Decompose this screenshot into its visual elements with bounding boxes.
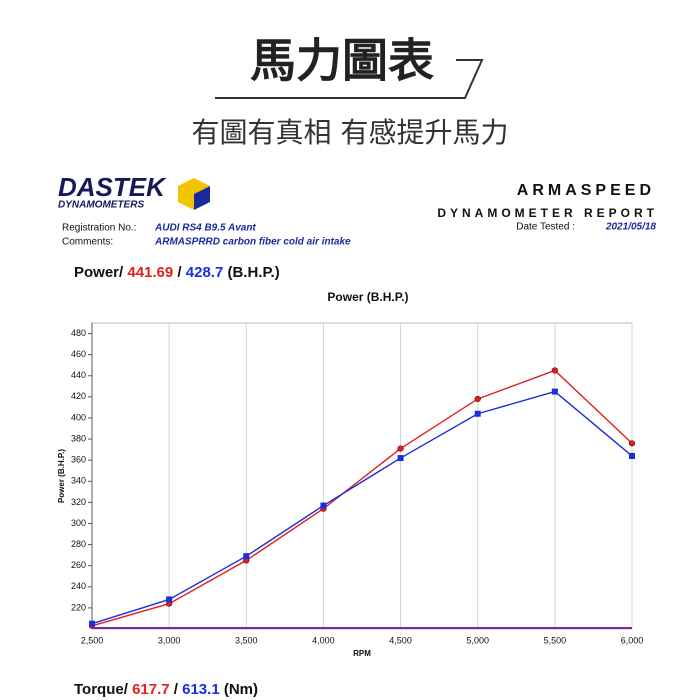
y-tick-label: 320 [71,497,86,507]
point [397,455,404,462]
point [474,410,481,417]
series-line [91,369,633,627]
y-tick-label: 260 [71,560,86,570]
date: 2021/05/18 [605,222,656,233]
torque-summary: Torque/ 617.7 / 613.1 (Nm) [74,681,258,698]
point [628,440,636,447]
chart-title: Power (B.H.P.) [327,290,408,304]
y-tick-label: 240 [71,581,86,591]
x-tick-label: 5,000 [466,635,489,645]
y-tick-label: 460 [71,349,86,359]
x-tick-label: 3,500 [235,635,258,645]
point [243,553,250,560]
y-axis-label: Power (B.H.P.) [57,449,66,503]
x-tick-label: 4,000 [312,635,335,645]
logo-subtext: DYNAMOMETERS [58,200,144,211]
registration-label: Registration No.: [62,223,136,234]
value: 613.1 [182,681,220,698]
subtitle: 有圖有真相 有感提升馬力 [192,116,509,149]
series-line [91,390,633,625]
value: 441.69 [127,264,173,281]
y-tick-label: 280 [71,539,86,549]
y-tick-label: 340 [71,476,86,486]
point [166,596,173,603]
point [320,502,327,509]
y-tick-label: 300 [71,518,86,528]
page-title: 馬力圖表 [250,34,434,88]
point [629,452,635,459]
y-tick-label: 420 [71,391,86,401]
unit: (Nm) [224,681,258,698]
logo: DASTEK DYNAMOMETERS [58,172,210,211]
point [551,367,558,374]
value: 428.7 [186,264,224,281]
x-tick-label: 3,000 [158,635,181,645]
company: ARMASPEED [517,182,655,199]
comments: ARMASPRRD carbon fiber cold air intake [154,237,351,248]
point [397,445,404,452]
point [551,388,558,395]
y-tick-label: 360 [71,455,86,465]
plot-area [91,322,633,630]
power-summary: Power/ 441.69 / 428.7 (B.H.P.) [74,264,280,281]
separator: / [174,681,179,698]
report-title: DYNAMOMETER REPORT [437,206,658,220]
x-tick-label: 2,500 [81,635,104,645]
label: Power/ [74,264,124,281]
point [89,620,95,627]
point [474,395,481,403]
value: 617.7 [132,681,170,698]
x-axis-label: RPM [353,649,371,658]
unit: (B.H.P.) [227,264,279,281]
x-tick-label: 4,500 [389,635,412,645]
y-tick-label: 400 [71,412,86,422]
title-underline [215,59,484,99]
x-tick-label: 6,000 [621,635,644,645]
logo-emblem [194,186,210,210]
y-tick-label: 480 [71,328,86,338]
y-tick-label: 380 [71,433,86,443]
date-label: Date Tested : [516,222,575,233]
logo-text: DASTEK [58,172,167,202]
logo-emblem [178,186,194,210]
registration: AUDI RS4 B9.5 Avant [154,223,256,234]
comments-label: Comments: [62,237,113,248]
y-tick-label: 440 [71,370,86,380]
separator: / [177,264,182,281]
plot: 2,500 3,000 3,500 4,000 4,500 5,000 5,500 6,000… [71,322,644,645]
x-tick-label: 5,500 [544,635,567,645]
label: Torque/ [74,681,129,698]
y-tick-label: 220 [71,602,86,612]
